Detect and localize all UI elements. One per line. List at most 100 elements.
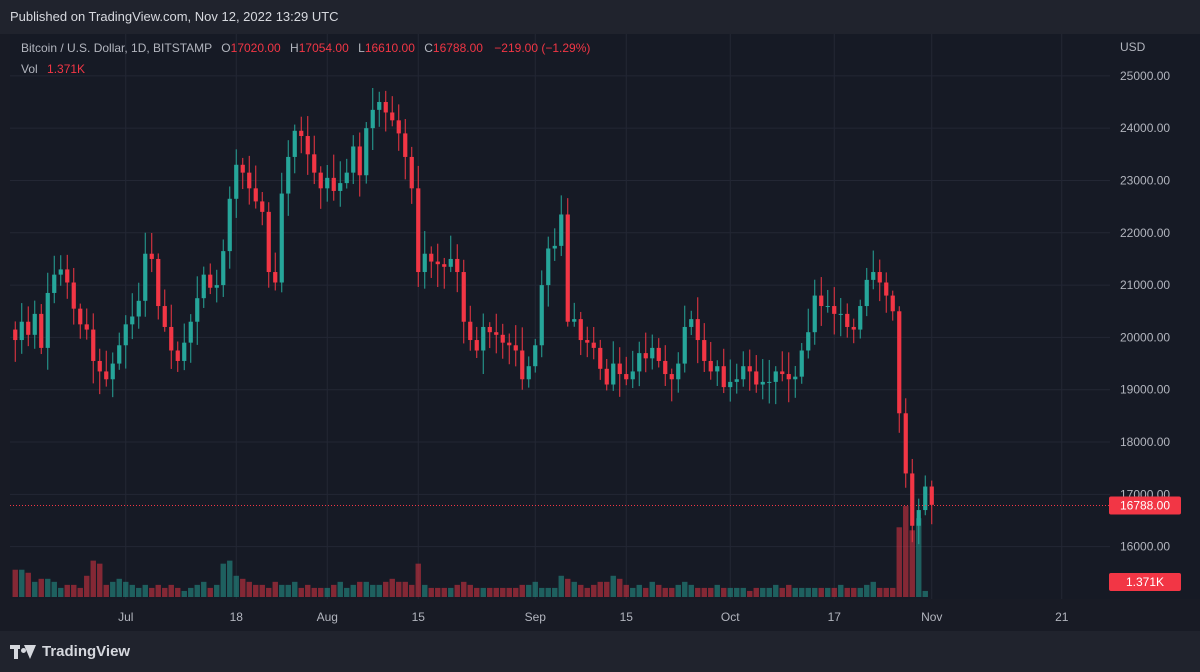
x-tick-label: Jul (118, 610, 133, 624)
candle-body (773, 371, 778, 382)
candle-body (149, 253, 154, 259)
volume-bar (708, 587, 714, 597)
candle-body (929, 486, 934, 505)
candle-body (708, 360, 713, 372)
candle-body (234, 164, 239, 199)
candle-body (559, 214, 564, 246)
candle-body (786, 374, 791, 380)
volume-bar (552, 587, 558, 597)
volume-bar (662, 587, 668, 597)
volume-bar (883, 587, 889, 597)
candle-body (143, 253, 148, 301)
y-tick-labels: 16000.0017000.0018000.0019000.0020000.00… (1120, 69, 1170, 554)
candle-body (240, 164, 245, 173)
volume-bar (487, 587, 493, 597)
candle-body (604, 368, 609, 385)
candle-body (494, 332, 499, 335)
candle-body (578, 319, 583, 341)
candle-body (266, 211, 271, 273)
volume-bar (916, 518, 922, 597)
volume-bar (285, 584, 291, 597)
volume-bar (253, 584, 259, 597)
candle-body (422, 253, 427, 273)
candle-body (227, 198, 232, 252)
close-value: 16788.00 (432, 41, 483, 55)
x-tick-label: 17 (828, 610, 842, 624)
volume-bar (539, 587, 545, 597)
candle-body (845, 313, 850, 327)
candle-body (305, 136, 310, 155)
volume-bar (448, 587, 454, 597)
open-value: 17020.00 (230, 41, 281, 55)
volume-bar (519, 584, 525, 597)
candle-body (910, 473, 915, 526)
candle-body (221, 251, 226, 286)
candle-body (71, 282, 76, 309)
volume-bar (64, 584, 70, 597)
volume-bar (246, 581, 252, 597)
x-tick-label: Oct (721, 610, 740, 624)
volume-bar (903, 506, 909, 597)
candle-body (695, 319, 700, 341)
candle-body (624, 374, 629, 380)
candle-body (734, 379, 739, 382)
volume-bar (201, 581, 207, 597)
volume-bar (97, 563, 103, 597)
volume-bar (721, 587, 727, 597)
volume-bar (656, 584, 662, 597)
volume-bar (71, 584, 77, 597)
volume-bar (857, 587, 863, 597)
volume-bar (337, 581, 343, 597)
candle-body (812, 295, 817, 333)
candle-body (78, 308, 83, 325)
currency-label: USD (1120, 40, 1146, 54)
volume-bar (844, 587, 850, 597)
candle-body (546, 248, 551, 286)
candle-body (526, 366, 531, 380)
x-tick-label: Aug (317, 610, 338, 624)
volume-bar (532, 581, 538, 597)
volume-bar (740, 587, 746, 597)
candle-body (409, 156, 414, 189)
volume-bar (272, 581, 278, 597)
candle-body (825, 306, 830, 308)
candle-body (175, 350, 180, 361)
candle-body (715, 366, 720, 372)
candle-body (162, 306, 167, 327)
candle-body (669, 374, 674, 380)
candle-body (370, 109, 375, 129)
candle-body (338, 183, 343, 191)
candle-body (390, 112, 395, 121)
volume-bar (610, 575, 616, 597)
candle-body (214, 285, 219, 288)
volume-bar (896, 527, 902, 597)
volume-bar (877, 587, 883, 597)
volume-bar (376, 584, 382, 597)
volume-bar (155, 584, 161, 597)
volume-bar (240, 578, 246, 597)
volume-bar (812, 587, 818, 597)
candle-body (396, 120, 401, 134)
volume-label: Vol (21, 62, 38, 76)
volume-bar (825, 587, 831, 597)
candle-body (208, 274, 213, 288)
volume-bar (727, 587, 733, 597)
volume-bar (792, 587, 798, 597)
volume-bar (175, 587, 181, 597)
candle-body (650, 347, 655, 359)
candle-body (598, 347, 603, 369)
candle-body (572, 319, 577, 322)
candle-body (747, 366, 752, 372)
volume-bar (701, 587, 707, 597)
volume-bar (181, 590, 187, 597)
tradingview-logo[interactable]: TradingView (10, 643, 130, 660)
volume-bar (584, 587, 590, 597)
volume-bar (389, 578, 395, 597)
volume-bar (415, 563, 421, 597)
volume-bar (818, 587, 824, 597)
volume-bar (318, 587, 324, 597)
volume-bar (461, 581, 467, 597)
candle-body (702, 340, 707, 361)
candle-body (91, 329, 96, 361)
